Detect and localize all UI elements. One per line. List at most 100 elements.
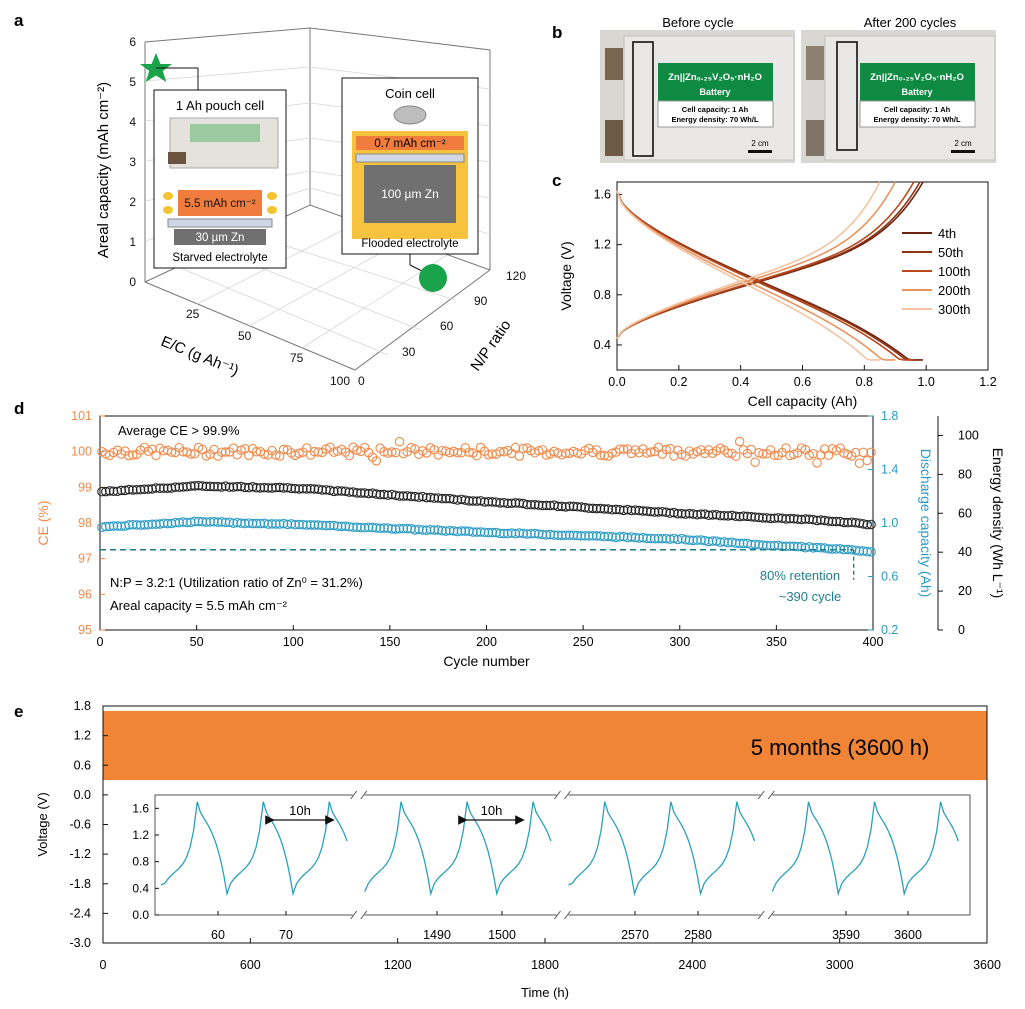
d-capacity-point — [352, 522, 362, 533]
d-energy-point — [213, 481, 223, 492]
d-capacity-point — [526, 529, 536, 539]
d-energy-point — [429, 493, 440, 503]
d-capacity-point — [313, 520, 324, 530]
d-energy-point — [251, 483, 262, 493]
d-ce-point — [854, 458, 865, 469]
after-cell-capacity: Cell capacity: 1 Ah — [884, 105, 951, 114]
d-ce-point — [669, 451, 679, 461]
pouch-cell-inset: 1 Ah pouch cell 5.5 mAh cm⁻² 30 µm Zn St… — [153, 89, 287, 269]
d-capacity-point — [302, 520, 312, 530]
d-ce-point — [595, 450, 606, 460]
d-left-tick-label: 98 — [78, 516, 92, 530]
d-right2-tick-label: 40 — [958, 545, 972, 559]
d-energy-point — [294, 484, 304, 494]
d-ce-point — [464, 447, 474, 457]
d-capacity-point — [491, 527, 501, 538]
d-ce-point — [661, 444, 671, 455]
d-energy-point — [259, 482, 270, 493]
d-energy-point — [166, 483, 177, 493]
d-capacity-point — [101, 521, 111, 532]
a-z-tick: 3 — [129, 155, 136, 169]
d-energy-point — [816, 515, 826, 525]
c-legend-label: 100th — [938, 264, 971, 279]
d-capacity-point — [325, 520, 335, 531]
d-ce-point — [731, 451, 741, 461]
after-photo: Zn||Zn₀.₂₅V₂O₅·nH₂O Battery Cell capacit… — [801, 30, 996, 163]
d-energy-point — [151, 483, 161, 493]
c-y-tick-label: 0.4 — [594, 338, 611, 352]
a-y-tick: 90 — [474, 294, 488, 308]
d-capacity-point — [236, 518, 246, 528]
e-inset-x-tick-label: 2570 — [621, 928, 649, 942]
d-capacity-point — [816, 542, 826, 553]
e-axis-break-mark — [350, 910, 358, 920]
d-capacity-point — [112, 521, 123, 531]
d-capacity-point — [514, 528, 525, 538]
d-energy-point — [495, 498, 505, 508]
d-energy-point — [796, 514, 807, 525]
d-ce-point — [472, 450, 482, 461]
e-x-tick-label: 0 — [100, 958, 107, 972]
e-inset-x-tick-label: 1490 — [423, 928, 451, 942]
after-label-title: Zn||Zn₀.₂₅V₂O₅·nH₂O — [870, 72, 964, 83]
d-capacity-point — [642, 533, 652, 544]
d-ce-point — [166, 447, 177, 457]
d-np-text: N:P = 3.2:1 (Utilization ratio of Zn⁰ = … — [110, 575, 363, 590]
d-energy-point — [746, 512, 757, 522]
e-x-tick-label: 600 — [240, 958, 261, 972]
d-left-tick-label: 97 — [78, 552, 92, 566]
d-energy-point — [858, 519, 869, 529]
d-energy-point — [313, 484, 324, 494]
d-capacity-point — [669, 533, 679, 544]
d-left-tick-label: 96 — [78, 587, 92, 601]
d-capacity-point — [162, 518, 173, 529]
d-capacity-point — [278, 518, 289, 529]
d-capacity-point — [634, 533, 644, 543]
e-duration-label: 5 months (3600 h) — [751, 735, 930, 760]
a-y-label: N/P ratio — [467, 317, 514, 374]
d-energy-point — [638, 506, 648, 516]
a-x-tick: 75 — [290, 351, 304, 365]
d-capacity-point — [170, 517, 181, 528]
d-capacity-point — [97, 522, 107, 533]
d-capacity-point — [259, 518, 270, 528]
d-energy-point — [332, 486, 343, 496]
d-capacity-point — [831, 544, 842, 554]
d-capacity-point — [479, 527, 490, 538]
d-capacity-point — [317, 520, 327, 531]
e-voltage-band — [103, 710, 987, 781]
d-energy-point — [765, 513, 776, 524]
d-energy-point — [468, 496, 478, 506]
panel-b: b Before cycle After 200 cycles Zn||Zn₀.… — [552, 15, 996, 163]
d-energy-point — [390, 490, 401, 501]
e-inset-x-tick-label: 3600 — [894, 928, 922, 942]
d-energy-point — [263, 483, 273, 493]
d-energy-point — [414, 492, 424, 503]
d-capacity-point — [108, 521, 119, 531]
d-capacity-point — [448, 526, 459, 536]
d-energy-point — [549, 500, 559, 510]
d-energy-point — [224, 482, 235, 492]
e-inset-y-tick-label: 0.4 — [132, 881, 149, 895]
after-scale-bar — [951, 150, 975, 153]
e-axis-break-gap — [556, 791, 569, 919]
d-left-tick-label: 100 — [71, 445, 92, 459]
d-x-tick-label: 50 — [190, 635, 204, 649]
d-energy-point — [599, 504, 610, 514]
d-energy-point — [162, 483, 173, 493]
d-capacity-point — [688, 535, 699, 546]
d-energy-point — [626, 505, 637, 516]
panel-b-letter: b — [552, 23, 562, 42]
d-capacity-point — [518, 528, 528, 539]
d-energy-point — [104, 486, 115, 496]
e-axis-break-mark — [564, 790, 571, 800]
d-energy-point — [622, 504, 633, 515]
e-x-axis-title: Time (h) — [521, 985, 569, 1000]
d-energy-point — [773, 513, 784, 523]
d-energy-point — [715, 510, 726, 521]
d-energy-point — [128, 485, 138, 495]
d-energy-point — [139, 484, 150, 495]
d-energy-point — [352, 488, 362, 498]
d-x-tick-label: 100 — [283, 635, 304, 649]
d-energy-point — [588, 503, 598, 514]
